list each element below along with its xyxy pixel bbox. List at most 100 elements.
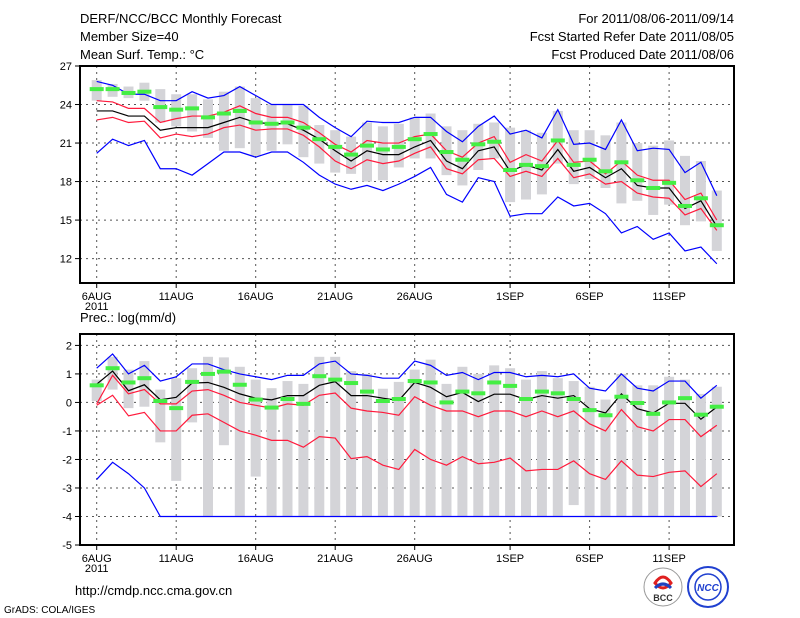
ensemble-box [123, 369, 134, 409]
observed-marker [709, 404, 724, 409]
ensemble-box [409, 369, 420, 517]
observed-marker [614, 160, 629, 165]
y-tick-label: 0 [66, 397, 72, 409]
variable-label: Mean Surf. Temp.: °C [80, 47, 205, 62]
observed-marker [391, 144, 406, 149]
observed-marker [487, 380, 502, 385]
observed-marker [89, 383, 104, 388]
observed-marker [487, 139, 502, 144]
grads-credit: GrADS: COLA/IGES [4, 605, 96, 616]
observed-marker [566, 162, 581, 167]
ensemble-box [552, 378, 563, 517]
ensemble-box [107, 356, 118, 390]
member-size: Member Size=40 [80, 29, 179, 44]
ensemble-box [680, 379, 690, 517]
observed-marker [662, 180, 677, 185]
observed-marker [264, 121, 279, 126]
observed-marker [423, 132, 438, 137]
observed-marker [312, 374, 327, 379]
x-tick-label: 6SEP [576, 553, 604, 565]
observed-marker [471, 391, 486, 396]
ensemble-box [234, 366, 245, 517]
observed-marker [169, 107, 184, 112]
observed-marker [121, 380, 136, 385]
ensemble-box [139, 361, 150, 407]
ensemble-box [711, 190, 722, 251]
ensemble-box [266, 388, 277, 517]
ensemble-box [664, 140, 675, 205]
x-tick-label: 11SEP [652, 553, 685, 565]
observed-marker [693, 196, 708, 201]
observed-marker [582, 408, 597, 413]
y-tick-label: -2 [62, 454, 72, 466]
observed-marker [312, 137, 327, 142]
produced-date: Fcst Produced Date 2011/08/06 [551, 47, 734, 62]
ensemble-box [632, 385, 643, 517]
x-tick-label: 16AUG [238, 553, 274, 565]
x-tick-label: 16AUG [238, 291, 274, 303]
series-lower-line [96, 116, 718, 231]
ensemble-box [505, 368, 516, 517]
ensemble-box [171, 378, 182, 481]
ensemble-box [664, 376, 675, 517]
observed-marker [89, 87, 104, 92]
observed-marker [216, 369, 231, 374]
y-tick-label: -3 [62, 483, 72, 495]
observed-marker [534, 164, 549, 169]
observed-marker [630, 178, 645, 183]
ensemble-box [250, 379, 261, 477]
observed-marker [503, 383, 518, 388]
observed-marker [296, 401, 311, 406]
observed-marker [344, 152, 359, 157]
x-tick-label: 6AUG [82, 291, 112, 303]
ensemble-box [187, 368, 198, 423]
observed-marker [280, 397, 295, 402]
bcc-logo-text: BCC [653, 593, 673, 603]
ensemble-box [266, 104, 277, 151]
observed-marker [153, 399, 168, 404]
observed-marker [693, 412, 708, 417]
observed-marker [232, 382, 247, 387]
observed-marker [201, 371, 215, 376]
ensemble-box [362, 373, 372, 517]
ensemble-box [377, 126, 388, 181]
ensemble-box [600, 399, 611, 517]
ensemble-box [330, 356, 341, 517]
ensemble-box [218, 91, 229, 151]
ensemble-box [505, 127, 516, 203]
observed-marker [598, 169, 613, 174]
ensemble-box [489, 365, 500, 517]
observed-marker [248, 397, 263, 402]
observed-marker [407, 137, 422, 142]
source-url[interactable]: http://cmdp.ncc.cma.gov.cn [75, 583, 233, 598]
observed-marker [407, 379, 422, 384]
ensemble-box [282, 381, 293, 517]
y-tick-label: 1 [66, 369, 72, 381]
ensemble-box [552, 110, 563, 164]
series-mean-line [96, 110, 718, 227]
ensemble-box [711, 386, 722, 517]
ensemble-box [680, 155, 690, 226]
observed-marker [185, 106, 200, 111]
observed-marker [455, 389, 470, 394]
series-max-line [96, 353, 718, 399]
observed-marker [375, 147, 390, 152]
ensemble-box [536, 132, 547, 195]
series-upper-line [96, 100, 718, 221]
observed-marker [248, 120, 263, 125]
plot-frame [79, 333, 735, 546]
observed-marker [646, 185, 661, 190]
observed-marker [455, 157, 470, 162]
observed-marker [328, 144, 343, 149]
observed-marker [439, 150, 454, 155]
observed-marker [534, 389, 549, 394]
observed-marker [471, 142, 486, 147]
ensemble-box [600, 135, 611, 188]
y-tick-label: 18 [60, 177, 72, 189]
plot-frame [79, 65, 735, 284]
ensemble-box [187, 94, 198, 132]
observed-marker [328, 377, 343, 382]
x-tick-label: 6AUG [82, 553, 112, 565]
